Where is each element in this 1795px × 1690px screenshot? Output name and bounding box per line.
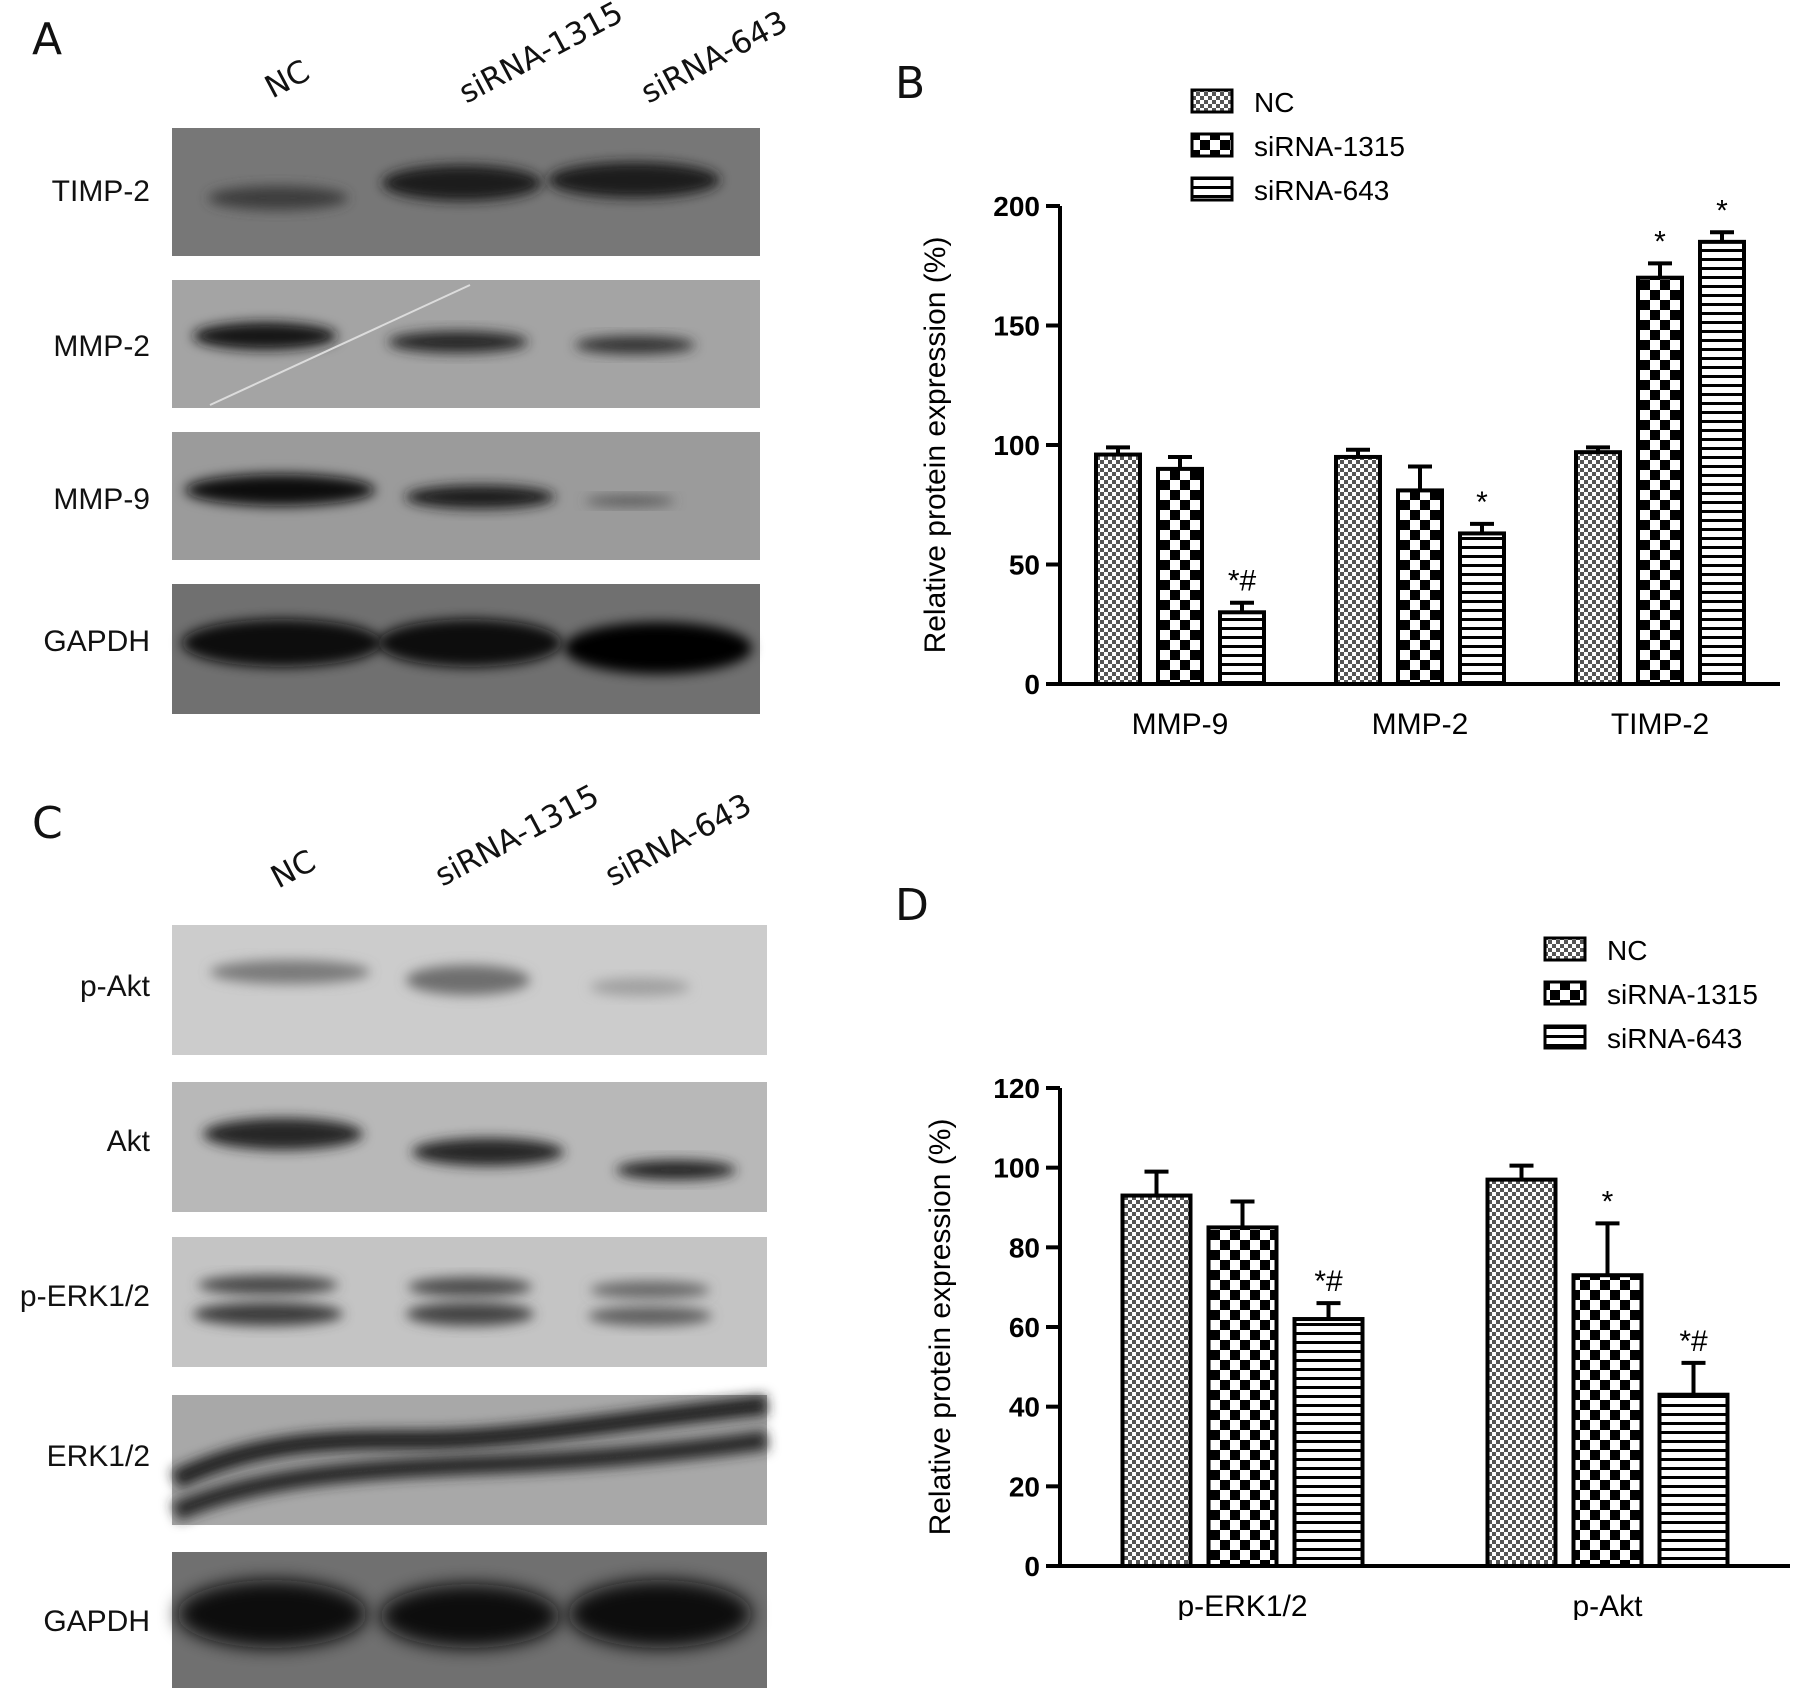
lane-label-sirna-1315-c: siRNA-1315 [429, 777, 606, 894]
x-tick-label: TIMP-2 [1611, 708, 1709, 741]
x-tick-label: p-ERK1/2 [1177, 1590, 1307, 1620]
bar-mmp-9-sirna-1315 [1156, 466, 1204, 686]
significance-mark: * [1654, 225, 1666, 258]
western-blot-c [170, 925, 769, 1688]
blot-label-mmp-9: MMP-9 [53, 483, 150, 516]
x-tick-label: p-Akt [1572, 1590, 1643, 1620]
bar-p-akt-sirna-643 [1657, 1392, 1730, 1569]
panel-letter-a: A [32, 14, 63, 65]
bar-p-erk1-2-sirna-1315 [1206, 1225, 1279, 1568]
legend-label: siRNA-643 [1254, 175, 1389, 206]
bar-chart-b: 0 50 100 150 200 Relative protein expression … [919, 87, 1780, 741]
lane-label-sirna-643-c: siRNA-643 [599, 786, 758, 894]
x-tick-label: MMP-2 [1372, 708, 1469, 741]
panel-letter-c: C [32, 798, 63, 849]
significance-mark: * [1476, 486, 1488, 519]
blot-label-erk1-2: ERK1/2 [46, 1440, 150, 1473]
significance-mark: * [1716, 194, 1728, 227]
bar-timp-2-sirna-643 [1698, 239, 1746, 686]
legend-swatch [1190, 88, 1234, 114]
blot-label-gapdh-c: GAPDH [43, 1605, 150, 1638]
lane-label-nc-c: NC [265, 843, 322, 896]
bar-chart-d: 0 20 40 60 80 100 120 Relative protein expressi… [924, 935, 1790, 1620]
legend-label: siRNA-643 [1607, 1023, 1742, 1054]
y-tick-label: 40 [1009, 1392, 1040, 1423]
y-tick-label: 200 [993, 191, 1040, 222]
y-axis-label: Relative protein expression (%) [924, 1119, 957, 1536]
bar-mmp-2-sirna-643 [1458, 531, 1506, 686]
y-tick-label: 20 [1009, 1471, 1040, 1502]
bar-mmp-2-nc [1334, 454, 1382, 687]
panel-letter-d: D [895, 880, 929, 931]
significance-mark: *# [1314, 1265, 1343, 1298]
significance-mark: *# [1228, 565, 1257, 598]
y-tick-label: 100 [993, 430, 1040, 461]
y-tick-label: 0 [1024, 1551, 1040, 1582]
panel-letter-b: B [895, 58, 926, 109]
bar-p-erk1-2-nc [1120, 1193, 1193, 1568]
y-tick-label: 60 [1009, 1312, 1040, 1343]
legend-swatch [1543, 936, 1587, 962]
bar-p-akt-sirna-1315 [1571, 1273, 1644, 1568]
blot-strip-p-erk1-2 [172, 1237, 767, 1367]
bar-timp-2-nc [1574, 450, 1622, 687]
significance-mark: *# [1679, 1325, 1708, 1358]
bar-mmp-2-sirna-1315 [1396, 488, 1444, 686]
y-tick-label: 150 [993, 311, 1040, 342]
y-tick-label: 100 [993, 1153, 1040, 1184]
western-blot-a [172, 128, 760, 714]
bar-mmp-9-sirna-643 [1218, 610, 1266, 686]
legend-swatch [1190, 176, 1234, 202]
y-tick-label: 120 [993, 1073, 1040, 1104]
bar-mmp-9-nc [1094, 452, 1142, 686]
y-tick-label: 0 [1024, 669, 1040, 700]
legend-swatch [1543, 1024, 1587, 1050]
bar-p-akt-nc [1485, 1177, 1558, 1568]
bar-timp-2-sirna-1315 [1636, 275, 1684, 686]
blot-label-p-akt: p-Akt [79, 970, 150, 1003]
blot-label-gapdh: GAPDH [43, 625, 150, 658]
blot-label-mmp-2: MMP-2 [53, 330, 150, 363]
y-tick-label: 50 [1009, 550, 1040, 581]
y-tick-label: 80 [1009, 1232, 1040, 1263]
legend-label: siRNA-1315 [1254, 131, 1405, 162]
blot-label-akt: Akt [106, 1125, 150, 1158]
blot-label-timp-2: TIMP-2 [51, 175, 150, 208]
bar-p-erk1-2-sirna-643 [1292, 1317, 1365, 1568]
significance-mark: * [1602, 1185, 1614, 1218]
legend-label: NC [1254, 87, 1294, 118]
x-tick-label: MMP-9 [1132, 708, 1229, 741]
legend-swatch [1543, 980, 1587, 1006]
blot-label-p-erk1-2: p-ERK1/2 [19, 1280, 150, 1313]
legend-label: siRNA-1315 [1607, 979, 1758, 1010]
legend-label: NC [1607, 935, 1647, 966]
y-axis-label: Relative protein expression (%) [919, 237, 952, 654]
legend-swatch [1190, 132, 1234, 158]
